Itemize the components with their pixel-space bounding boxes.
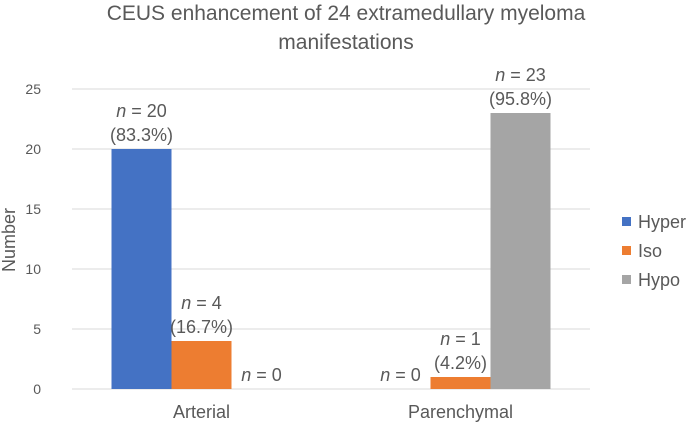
y-axis-ticks: 0 5 10 15 20 25 [25, 81, 41, 397]
x-category-label: Parenchymal [408, 402, 513, 422]
data-label: (83.3%) [110, 125, 173, 145]
x-category-label: Arterial [173, 402, 230, 422]
bar-hypo-parenchymal [490, 113, 551, 389]
legend: Hyper Iso Hypo [622, 212, 686, 290]
y-tick-label: 25 [25, 81, 41, 97]
chart-title: CEUS enhancement of 24 extramedullary my… [107, 2, 586, 54]
bar-iso-parenchymal [430, 377, 491, 389]
legend-label-iso: Iso [638, 241, 662, 261]
y-axis-label: Number [0, 208, 19, 272]
data-label: (16.7%) [170, 317, 233, 337]
y-tick-label: 0 [33, 381, 41, 397]
y-tick-label: 15 [25, 201, 41, 217]
bar-hyper-arterial [111, 149, 172, 389]
legend-swatch-hypo [622, 275, 631, 284]
y-tick-label: 5 [33, 321, 41, 337]
data-label: n = 0 [241, 365, 282, 385]
bar-iso-arterial [171, 341, 232, 389]
data-label: n = 20 [116, 101, 167, 121]
legend-swatch-hyper [622, 217, 631, 226]
chart-title-line-1: CEUS enhancement of 24 extramedullary my… [107, 2, 586, 25]
y-tick-label: 10 [25, 261, 41, 277]
data-label: (4.2%) [434, 353, 487, 373]
data-label: n = 0 [380, 365, 421, 385]
legend-label-hypo: Hypo [638, 270, 680, 290]
data-label: n = 4 [181, 293, 222, 313]
chart-title-line-2: manifestations [278, 31, 413, 54]
data-label: n = 1 [440, 329, 481, 349]
x-axis-categories: Arterial Parenchymal [173, 402, 513, 422]
y-tick-label: 20 [25, 141, 41, 157]
data-label: (95.8%) [489, 89, 552, 109]
legend-swatch-iso [622, 246, 631, 255]
legend-label-hyper: Hyper [638, 212, 686, 232]
bars [111, 113, 551, 389]
data-label: n = 23 [495, 65, 546, 85]
data-labels: n = 20 (83.3%) n = 4 (16.7%) n = 0 n = 0 n = 1… [110, 65, 552, 385]
